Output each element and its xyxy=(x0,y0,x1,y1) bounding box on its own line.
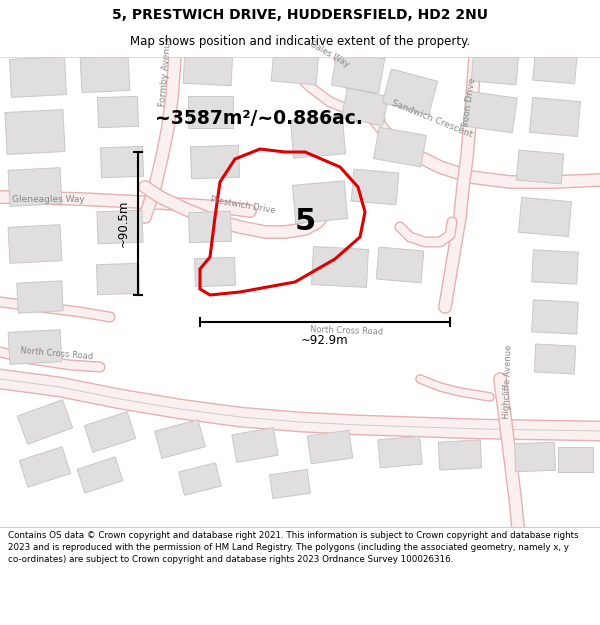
Text: North Cross Road: North Cross Road xyxy=(20,346,94,361)
Text: North Cross Road: North Cross Road xyxy=(310,326,383,337)
Text: ~92.9m: ~92.9m xyxy=(301,334,349,346)
Polygon shape xyxy=(188,211,232,242)
Polygon shape xyxy=(534,344,576,374)
Text: Map shows position and indicative extent of the property.: Map shows position and indicative extent… xyxy=(130,35,470,48)
Polygon shape xyxy=(97,210,143,244)
Text: ~90.5m: ~90.5m xyxy=(117,200,130,247)
Polygon shape xyxy=(351,169,399,205)
Polygon shape xyxy=(232,428,278,462)
Text: ~3587m²/~0.886ac.: ~3587m²/~0.886ac. xyxy=(155,109,363,129)
Polygon shape xyxy=(17,281,63,313)
Polygon shape xyxy=(518,198,571,237)
Polygon shape xyxy=(97,96,139,128)
Polygon shape xyxy=(190,145,239,179)
Polygon shape xyxy=(331,51,385,93)
Polygon shape xyxy=(378,436,422,468)
Text: Gales Way: Gales Way xyxy=(308,39,351,69)
Polygon shape xyxy=(80,55,130,92)
Text: Formby Avenue: Formby Avenue xyxy=(158,36,173,107)
Text: 5, PRESTWICH DRIVE, HUDDERSFIELD, HD2 2NU: 5, PRESTWICH DRIVE, HUDDERSFIELD, HD2 2N… xyxy=(112,8,488,22)
Polygon shape xyxy=(8,329,62,364)
Polygon shape xyxy=(271,49,319,85)
Polygon shape xyxy=(5,109,65,154)
Polygon shape xyxy=(307,430,353,464)
Polygon shape xyxy=(19,447,71,488)
Polygon shape xyxy=(382,69,438,115)
Polygon shape xyxy=(290,116,346,158)
Polygon shape xyxy=(155,419,205,458)
Polygon shape xyxy=(8,168,62,206)
Polygon shape xyxy=(530,98,580,136)
Polygon shape xyxy=(84,412,136,452)
Polygon shape xyxy=(471,49,519,85)
Polygon shape xyxy=(292,181,347,223)
Text: Contains OS data © Crown copyright and database right 2021. This information is : Contains OS data © Crown copyright and d… xyxy=(8,531,578,564)
Text: Troon Drive: Troon Drive xyxy=(461,77,477,129)
Polygon shape xyxy=(8,224,62,263)
Polygon shape xyxy=(341,88,389,126)
Polygon shape xyxy=(515,442,556,472)
Polygon shape xyxy=(179,462,221,495)
Polygon shape xyxy=(187,96,233,128)
Polygon shape xyxy=(374,127,427,167)
Polygon shape xyxy=(311,247,368,288)
Polygon shape xyxy=(532,300,578,334)
Polygon shape xyxy=(17,400,73,444)
Text: Highcliffe Avenue: Highcliffe Avenue xyxy=(502,344,514,419)
Polygon shape xyxy=(438,440,482,470)
Polygon shape xyxy=(183,48,233,86)
Polygon shape xyxy=(532,250,578,284)
Polygon shape xyxy=(97,263,140,295)
Polygon shape xyxy=(557,446,593,471)
Text: Gleneagles Way: Gleneagles Way xyxy=(12,195,85,204)
Polygon shape xyxy=(463,91,517,132)
Polygon shape xyxy=(269,469,310,499)
Text: Prestwich Drive: Prestwich Drive xyxy=(210,195,277,215)
Polygon shape xyxy=(533,50,577,84)
Polygon shape xyxy=(100,146,143,177)
Polygon shape xyxy=(194,258,235,287)
Polygon shape xyxy=(516,150,564,184)
Polygon shape xyxy=(376,247,424,283)
Text: 5: 5 xyxy=(295,208,316,236)
Text: Sandwich Crescent: Sandwich Crescent xyxy=(390,98,473,139)
Polygon shape xyxy=(10,57,67,98)
Polygon shape xyxy=(77,457,123,493)
